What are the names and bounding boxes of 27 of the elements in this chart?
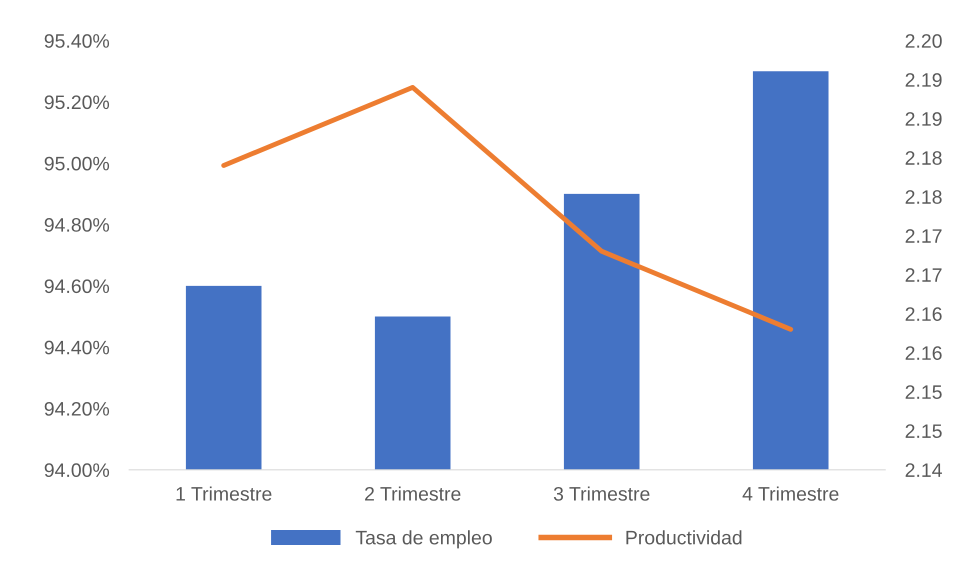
y2-tick-label: 2.20 — [906, 34, 942, 48]
y-tick-label: 95.20% — [44, 95, 110, 110]
y2-tick-label: 2.17 — [906, 229, 942, 243]
x-tick-label: 3 Trimestre — [554, 486, 650, 501]
y2-tick-label: 2.15 — [906, 424, 942, 438]
y2-tick-label: 2.19 — [906, 112, 942, 126]
y2-tick-label: 2.15 — [906, 385, 942, 399]
x-tick-label: 4 Trimestre — [742, 486, 838, 501]
y-tick-label: 94.00% — [44, 463, 110, 478]
y-tick-label: 95.40% — [44, 34, 110, 48]
y-tick-label: 95.00% — [44, 156, 110, 170]
y-tick-label: 94.60% — [44, 279, 110, 294]
y2-tick-label: 2.16 — [906, 346, 942, 360]
y2-tick-label: 2.14 — [906, 463, 942, 477]
y-tick-label: 94.20% — [44, 402, 110, 416]
y2-tick-label: 2.18 — [906, 190, 942, 204]
legend-label: Tasa de empleo — [356, 530, 492, 548]
legend-label: Productividad — [626, 530, 742, 545]
y2-tick-label: 2.17 — [906, 268, 942, 282]
y-tick-label: 94.80% — [44, 218, 110, 232]
y2-tick-label: 2.16 — [906, 307, 942, 321]
y2-tick-label: 2.19 — [906, 73, 942, 87]
y2-tick-label: 2.18 — [906, 151, 942, 165]
y-tick-label: 94.40% — [44, 340, 110, 354]
x-tick-label: 1 Trimestre — [176, 486, 272, 501]
x-tick-label: 2 Trimestre — [365, 486, 460, 501]
line-series — [221, 84, 794, 332]
